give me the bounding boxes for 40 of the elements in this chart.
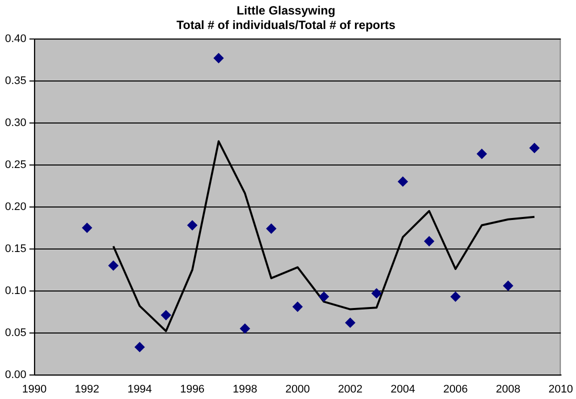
x-tick-label: 2008 bbox=[496, 383, 520, 396]
point bbox=[187, 220, 198, 230]
point bbox=[529, 143, 540, 153]
y-tick-label: 0.15 bbox=[4, 242, 26, 255]
y-tick-label: 0.25 bbox=[4, 158, 26, 171]
x-tick-label: 1990 bbox=[22, 383, 47, 396]
point bbox=[134, 342, 145, 352]
x-tick-label: 1996 bbox=[180, 383, 205, 396]
point bbox=[82, 222, 92, 233]
x-tick-label: 1998 bbox=[232, 383, 258, 396]
point bbox=[108, 260, 118, 271]
y-tick-label: 0.30 bbox=[4, 116, 26, 129]
point bbox=[266, 224, 276, 234]
point bbox=[476, 148, 487, 159]
text: Little Glassywing bbox=[236, 4, 336, 18]
point bbox=[503, 280, 514, 291]
x-tick-label: 1992 bbox=[74, 383, 100, 396]
point bbox=[345, 318, 356, 328]
x-tick-label: 2004 bbox=[390, 383, 416, 396]
point bbox=[292, 302, 303, 312]
point bbox=[161, 310, 171, 320]
x-tick-label: 2006 bbox=[443, 383, 468, 396]
y-tick-label: 0.10 bbox=[4, 284, 26, 297]
y-tick-label: 0.20 bbox=[4, 200, 26, 213]
point bbox=[318, 292, 329, 302]
text: Total # of individuals/Total # of reports bbox=[176, 18, 396, 32]
x-tick-label: 1994 bbox=[127, 383, 152, 396]
point bbox=[372, 288, 382, 298]
y-tick-label: 0.35 bbox=[4, 74, 26, 87]
point bbox=[214, 53, 224, 64]
x-tick-label: 2010 bbox=[548, 383, 574, 396]
point bbox=[398, 176, 408, 187]
y-tick-label: 0.40 bbox=[4, 32, 26, 45]
point bbox=[450, 292, 460, 302]
y-tick-label: 0.00 bbox=[4, 368, 26, 381]
point bbox=[424, 236, 434, 246]
point bbox=[240, 324, 250, 334]
x-tick-label: 2000 bbox=[285, 383, 310, 396]
x-tick-label: 2002 bbox=[338, 383, 362, 396]
y-tick-label: 0.05 bbox=[4, 326, 26, 339]
